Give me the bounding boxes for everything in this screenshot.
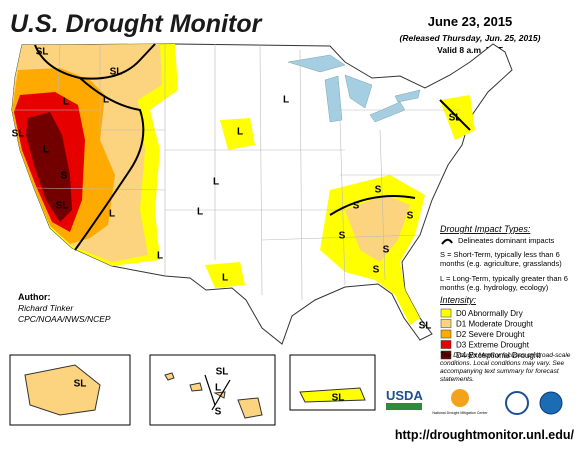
intensity-swatch [440,340,452,349]
intensity-swatch [440,329,452,339]
impact-label: L [109,209,115,220]
impact-label: L [43,145,49,156]
long-term-fo: L = Long-Term, typically greater than 6 … [440,274,568,292]
impact-label: SL [56,201,69,212]
impact-label: L [197,207,203,218]
impact-label: S [383,245,390,256]
d0-tx [205,262,245,288]
title: U.S. Drought Monitor [10,10,263,38]
hawaii-impact-lines [204,374,231,411]
url[interactable]: http://droughtmonitor.unl.edu/ [395,428,575,442]
impact-label: S [61,171,68,182]
note: The Drought Monitor focuses on broad-sca… [440,352,571,383]
intensity-swatch [440,308,452,318]
alaska [24,364,101,416]
impact-label: SL [110,67,123,78]
d4-west [26,112,72,222]
impact-label: SL [216,367,229,378]
intensity-swatch [440,319,452,328]
hawaii [164,372,263,419]
ndmc-logo [451,389,469,407]
intensity-title: Intensity: [440,295,477,305]
impact-label: L [157,251,163,262]
puerto-rico [299,387,366,403]
author-org: CPC/NOAA/NWS/NCEP [18,314,111,324]
doc-logo [505,391,529,415]
impact-label: L [222,273,228,284]
impact-label: S [373,265,380,276]
short-term-fo: S = Short-Term, typically less than 6 mo… [440,250,562,268]
intensity-label: D4 Exceptional Drought [456,351,541,360]
impact-label: SL [419,321,432,332]
impact-line-swatch [441,238,453,245]
impact-label: SL [36,47,49,58]
released: (Released Thursday, Jun. 25, 2015) [400,33,541,43]
impact-label: S [407,211,414,222]
impact-label: SL [12,129,25,140]
impact-label: L [237,127,243,138]
intensity-label: D3 Extreme Drought [456,341,530,350]
long-term-text: L = Long-Term, typically greater than 6 … [440,274,568,292]
author-name: Richard Tinker [18,303,74,313]
impact-lines [34,43,471,251]
impact-label: L [63,97,69,108]
intensity-label: D2 Severe Drought [456,330,525,339]
impact-label: L [213,177,219,188]
impact-label: S [353,201,360,212]
valid: Valid 8 a.m. EDT [437,45,503,55]
ndmc-text: National Drought Mitigation Center [432,411,488,415]
usda-logo: USDA [386,388,423,403]
impact-label: SL [74,379,87,390]
intensity-label: D0 Abnormally Dry [456,309,523,318]
state-lines [12,44,460,301]
impact-label: S [215,407,222,418]
impact-label: SL [332,393,345,404]
impact-label: S [339,231,346,242]
author-heading: Author: [18,292,51,302]
conus-map [11,43,513,345]
note-fo: The Drought Monitor focuses on broad-sca… [440,352,571,383]
impact-legend-title: Drought Impact Types: [440,224,531,234]
impact-label: L [215,383,221,394]
date: June 23, 2015 [428,14,513,29]
impact-label: L [283,95,289,106]
d0-plains [220,118,255,150]
impact-label: L [103,95,109,106]
impact-label: S [375,185,382,196]
impact-line-label: Delineates dominant impacts [458,236,555,245]
short-term-text: S = Short-Term, typically less than 6 mo… [440,250,562,268]
intensity-label: D1 Moderate Drought [456,320,534,329]
usda-bar [386,403,422,410]
great-lakes [287,54,421,123]
impact-label: SL [449,113,462,124]
noaa-logo [539,391,563,415]
intensity-swatch [440,350,452,360]
d1-east [345,195,410,262]
